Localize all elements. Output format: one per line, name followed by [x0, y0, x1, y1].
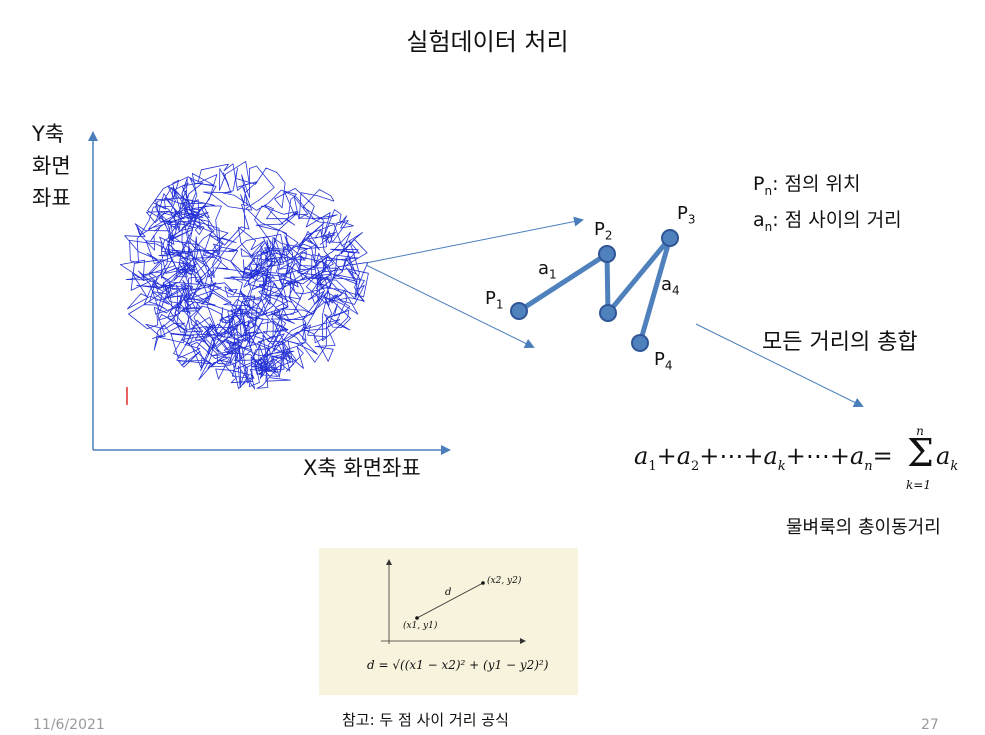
distance-formula-reference: (x1, y1) (x2, y2) d d = √((x1 − x2)² + (… [319, 548, 578, 695]
point-marker-mid [599, 304, 617, 322]
y-axis-label: Y축 화면 좌표 [32, 118, 71, 214]
random-walk-trajectory [119, 161, 369, 390]
x-axis-label: X축 화면좌표 [303, 456, 421, 480]
reference-graph [381, 559, 526, 644]
point-marker-p4 [631, 334, 649, 352]
reference-formula: d = √((x1 − x2)² + (y1 − y2)²) [367, 658, 549, 672]
legend-pn: Pn: 점의 위치 [753, 173, 861, 198]
footer-page-number: 27 [921, 717, 939, 733]
footer-date: 11/6/2021 [33, 717, 105, 733]
slide-title: 실험데이터 처리 [406, 28, 569, 56]
point-marker-p2 [598, 245, 616, 263]
zoomed-path [517, 235, 673, 344]
total-distance-caption: 물벼룩의 총이동거리 [786, 517, 941, 538]
label-a1: a1 [538, 258, 557, 282]
sum-label: 모든 거리의 총합 [762, 330, 918, 355]
point-marker-p1 [510, 302, 528, 320]
label-p2: P2 [594, 219, 613, 243]
sigma-symbol: Σ [907, 431, 934, 475]
zoom-arrow-upper [365, 216, 584, 264]
trajectory-path [119, 161, 369, 390]
label-a4: a4 [661, 274, 680, 298]
label-p3: P3 [677, 203, 696, 227]
reference-d-label: d [445, 587, 452, 598]
reference-point-1: (x1, y1) [403, 621, 438, 631]
y-axis-label-line-3: 좌표 [32, 186, 71, 210]
reference-point-2: (x2, y2) [487, 576, 522, 586]
y-axis-label-line-1: Y축 [32, 122, 65, 146]
point-marker-p3 [661, 229, 679, 247]
reference-caption: 참고: 두 점 사이 거리 공식 [342, 711, 509, 729]
zoom-arrow-lower [365, 264, 535, 348]
legend: Pn: 점의 위치 an: 점 사이의 거리 [753, 170, 902, 242]
sum-arrow [695, 323, 864, 407]
label-p1: P1 [485, 288, 504, 312]
legend-an: an: 점 사이의 거리 [753, 208, 902, 234]
label-p4: P4 [654, 349, 673, 373]
y-axis-label-line-2: 화면 [32, 154, 71, 178]
